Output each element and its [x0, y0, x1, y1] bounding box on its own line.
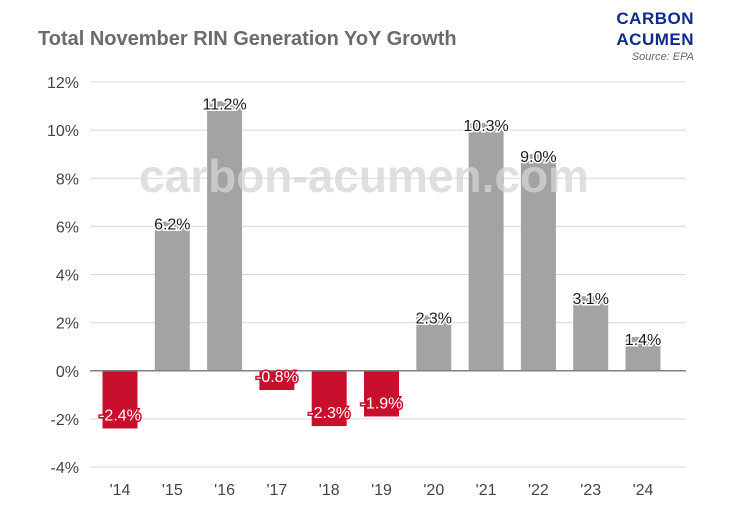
bar	[207, 101, 243, 371]
x-tick-label: '23	[580, 482, 601, 499]
y-axis-ticks: 12% 10% 8% 6% 4% 2% 0% -2% -4%	[47, 75, 79, 477]
bar	[259, 370, 295, 390]
bars	[102, 101, 661, 429]
data-label: 10.3%	[463, 118, 508, 135]
x-tick-label: '15	[162, 482, 183, 499]
x-axis-ticks: '14 '15 '16 '17 '18 '19 '20 '21 '22 '23 '24	[110, 482, 654, 499]
data-label: 2.3%	[416, 310, 452, 327]
y-tick-label: 6%	[56, 219, 79, 236]
x-tick-label: '16	[214, 482, 235, 499]
data-label: -0.8%	[256, 369, 298, 386]
brand-line-2: ACUMEN	[616, 30, 694, 49]
x-tick-label: '24	[633, 482, 654, 499]
data-label: -2.3%	[308, 405, 350, 422]
y-tick-label: 8%	[56, 171, 79, 188]
y-tick-label: -2%	[51, 412, 79, 429]
data-label: 9.0%	[520, 149, 556, 166]
brand-line-1: CARBON	[616, 9, 694, 28]
bar	[520, 154, 556, 371]
x-tick-label: '18	[319, 482, 340, 499]
bar	[625, 337, 661, 371]
data-label: 6.2%	[154, 217, 190, 234]
bar	[311, 370, 347, 427]
data-label: -1.9%	[361, 395, 403, 412]
watermark: carbon-acumen.com	[139, 150, 589, 202]
x-tick-label: '14	[110, 482, 131, 499]
x-tick-label: '19	[371, 482, 392, 499]
data-label: 3.1%	[572, 291, 608, 308]
x-tick-label: '21	[476, 482, 497, 499]
y-tick-label: 0%	[56, 364, 79, 381]
y-tick-label: -4%	[51, 460, 79, 477]
x-tick-label: '17	[266, 482, 287, 499]
bar	[573, 296, 609, 371]
source-note: Source: EPA	[631, 51, 694, 63]
data-label: 1.4%	[625, 332, 661, 349]
data-label: 11.2%	[203, 96, 247, 113]
bar	[364, 370, 399, 417]
watermark-text: carbon-acumen.com	[139, 150, 589, 202]
bar	[154, 221, 190, 371]
y-tick-label: 12%	[47, 75, 79, 92]
bar	[102, 370, 138, 429]
x-tick-label: '20	[423, 482, 444, 499]
brand-logo: CARBON ACUMEN Source: EPA	[616, 8, 694, 63]
bar	[468, 122, 504, 371]
bar	[416, 315, 452, 371]
y-tick-label: 4%	[56, 268, 79, 285]
y-tick-label: 2%	[56, 316, 79, 333]
y-tick-label: 10%	[47, 123, 79, 140]
chart-title: Total November RIN Generation YoY Growth	[38, 28, 457, 50]
x-tick-label: '22	[528, 482, 549, 499]
data-labels: -2.4% 6.2% 11.2% -0.8% -2.3% -1.9% 2.3% 10.3% 9.…	[98, 95, 663, 426]
data-label: -2.4%	[99, 408, 141, 425]
